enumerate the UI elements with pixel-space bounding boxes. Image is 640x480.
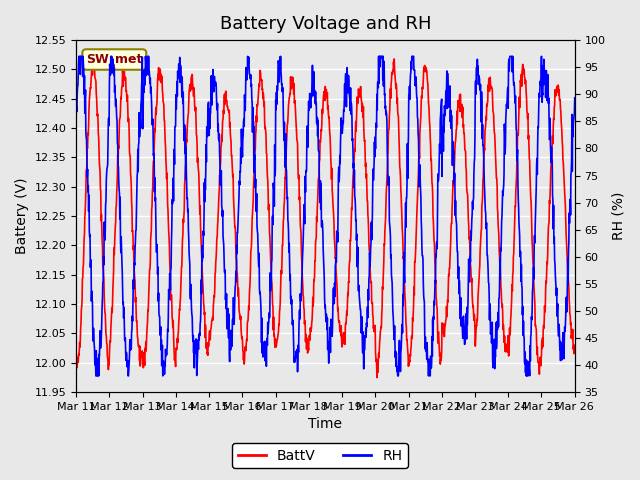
BattV <box>513 182 520 188</box>
BattV <box>373 375 381 381</box>
BattV <box>72 360 80 366</box>
RH <box>571 95 579 101</box>
RH <box>172 123 179 129</box>
BattV <box>571 345 579 350</box>
Text: SW_met: SW_met <box>86 53 143 66</box>
RH <box>184 209 191 215</box>
BattV <box>183 132 191 138</box>
RH <box>239 119 247 125</box>
RH <box>92 373 100 379</box>
Line: BattV: BattV <box>76 59 575 378</box>
Title: Battery Voltage and RH: Battery Voltage and RH <box>220 15 431 33</box>
BattV <box>403 336 411 342</box>
Legend: BattV, RH: BattV, RH <box>232 443 408 468</box>
RH <box>72 109 80 115</box>
BattV <box>239 348 246 353</box>
BattV <box>390 56 398 62</box>
BattV <box>171 352 179 358</box>
RH <box>513 126 520 132</box>
Line: RH: RH <box>76 56 575 376</box>
X-axis label: Time: Time <box>308 418 342 432</box>
RH <box>468 211 476 217</box>
RH <box>403 181 411 187</box>
RH <box>75 53 83 59</box>
Y-axis label: RH (%): RH (%) <box>611 192 625 240</box>
BattV <box>468 292 476 298</box>
Y-axis label: Battery (V): Battery (V) <box>15 178 29 254</box>
